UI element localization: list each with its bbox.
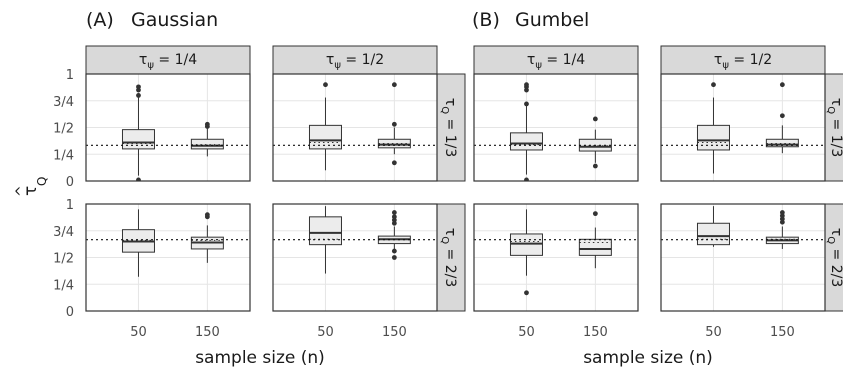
outlier-point (779, 82, 785, 88)
facet-grid: τψ = 1/4 τψ = 1/2 τψ = 1/4 τψ = 1/2 τQ = 1/3… (53, 45, 843, 340)
y-tick-label: 1 (66, 198, 74, 213)
x-tick-label: 50 (705, 325, 722, 340)
box-iqr (578, 238, 612, 256)
y-tick-label: 0 (66, 175, 74, 190)
box-marks (661, 206, 825, 249)
y-tick-label: 3/4 (53, 225, 74, 240)
outlier-point (391, 82, 397, 88)
row-strip-label: τQ = 1/3 (439, 98, 458, 157)
box-iqr (696, 222, 730, 246)
y-axis-title: τ Q ^ (14, 177, 49, 197)
row-strip-label: τQ = 1/3 (825, 98, 843, 157)
outlier-point (524, 177, 529, 181)
outlier-point (204, 212, 210, 218)
row-strip-label: τQ = 2/3 (439, 228, 458, 287)
col-strip-label: τψ = 1/2 (326, 52, 384, 71)
y-tick-label: 1 (66, 68, 74, 83)
x-tick-label: 150 (382, 325, 407, 340)
plot-border (660, 73, 826, 182)
panel-a-label: (A) (86, 9, 114, 31)
outlier-point (524, 101, 529, 107)
outlier-point (592, 163, 598, 169)
y-tick-label: 1/4 (53, 148, 74, 163)
outlier-point (524, 290, 529, 296)
y-tick-label: 0 (66, 305, 74, 320)
y-axis-title-subscript: Q (35, 177, 49, 186)
box-iqr (308, 124, 342, 150)
y-axis-title-hat: ^ (14, 185, 30, 197)
outlier-point (391, 248, 397, 254)
box-marks (474, 209, 638, 296)
outlier-point (391, 214, 397, 220)
plot-border (85, 203, 251, 312)
col-strip (473, 45, 639, 75)
plot-border (473, 73, 639, 182)
x-tick-label: 50 (317, 325, 334, 340)
x-axis-title-a: sample size (n) (195, 348, 325, 368)
outlier-point (391, 255, 397, 260)
outlier-point (592, 116, 598, 122)
plot-border (660, 203, 826, 312)
box-marks (474, 82, 638, 181)
panel-b-title: Gumbel (515, 9, 589, 31)
plot-border (473, 203, 639, 312)
outlier-point (204, 121, 210, 127)
outlier-point (136, 93, 141, 98)
box-iqr (121, 129, 155, 150)
panel-titles: (A) Gaussian (B) Gumbel (86, 9, 589, 31)
y-tick-label: 1/4 (53, 278, 74, 293)
box-iqr (308, 216, 342, 246)
box-marks (86, 84, 250, 181)
outlier-point (391, 160, 397, 166)
outlier-point (136, 84, 141, 90)
x-tick-label: 50 (130, 325, 147, 340)
outlier-point (391, 121, 397, 127)
box-marks (86, 209, 250, 277)
box-marks (661, 82, 825, 174)
row-strip (436, 203, 466, 312)
outlier-point (524, 82, 529, 88)
plot-border (272, 73, 438, 182)
panel-a-title: Gaussian (131, 9, 218, 31)
box-marks (273, 206, 437, 274)
y-tick-label: 1/2 (53, 122, 74, 137)
outlier-point (779, 113, 785, 119)
outlier-point (711, 82, 716, 88)
y-tick-label: 3/4 (53, 95, 74, 110)
outlier-point (592, 211, 598, 217)
outlier-point (391, 210, 397, 215)
box-iqr (765, 138, 799, 148)
y-axis-title-symbol: τ (21, 186, 41, 196)
outlier-point (136, 177, 141, 181)
outlier-point (323, 82, 328, 88)
box-iqr (509, 233, 543, 256)
row-strip-label: τQ = 2/3 (825, 228, 843, 287)
box-iqr (696, 124, 730, 151)
plot-border (85, 73, 251, 182)
x-tick-label: 150 (583, 325, 608, 340)
x-tick-label: 150 (195, 325, 220, 340)
box-iqr (509, 132, 543, 151)
x-axis-title-b: sample size (n) (583, 348, 713, 368)
x-tick-label: 50 (518, 325, 535, 340)
y-tick-label: 1/2 (53, 252, 74, 267)
plot-border (272, 203, 438, 312)
box-iqr (190, 138, 224, 150)
col-strip-label: τψ = 1/2 (714, 52, 772, 71)
panel-b-label: (B) (472, 9, 500, 31)
x-axis-titles: sample size (n) sample size (n) (195, 348, 713, 368)
x-tick-label: 150 (770, 325, 795, 340)
col-strip-label: τψ = 1/4 (527, 52, 585, 71)
box-marks (273, 82, 437, 171)
outlier-point (779, 210, 785, 215)
col-strip-label: τψ = 1/4 (139, 52, 197, 71)
